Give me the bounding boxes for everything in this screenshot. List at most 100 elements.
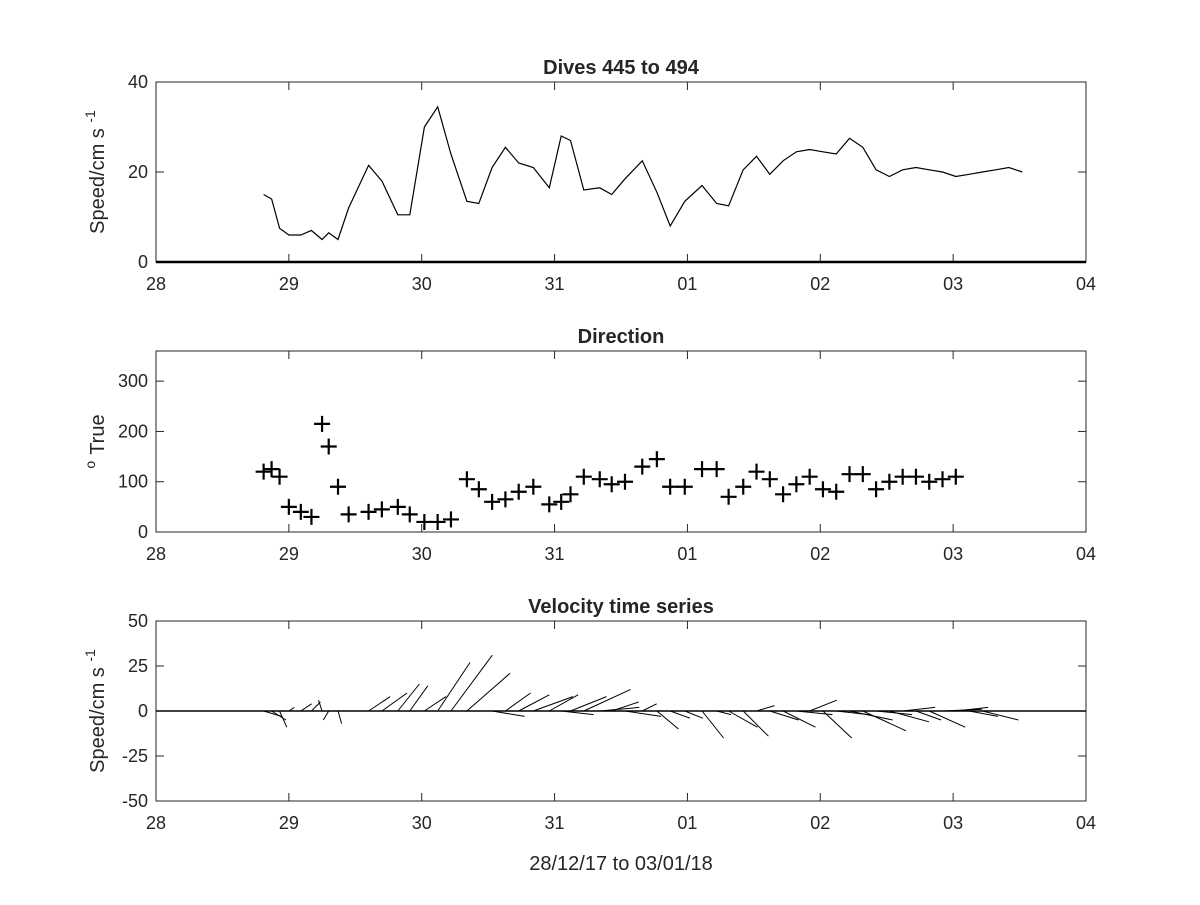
velocity-stick: [982, 710, 1019, 721]
velocity-stick: [368, 696, 391, 712]
direction-point: [907, 468, 924, 485]
y-tick-label: 100: [118, 472, 148, 492]
direction-point: [263, 461, 280, 478]
direction-point: [562, 486, 579, 503]
x-tick-label: 02: [810, 813, 830, 833]
x-tick-label: 31: [545, 813, 565, 833]
y-tick-label: 50: [128, 611, 148, 631]
velocity-stick: [492, 710, 525, 717]
velocity-stick: [701, 710, 724, 739]
x-axis-label: 28/12/17 to 03/01/18: [529, 853, 713, 875]
velocity-stick: [518, 694, 550, 712]
direction-point: [442, 511, 459, 528]
velocity-stick: [684, 710, 703, 719]
direction-point: [340, 506, 357, 523]
velocity-stick: [466, 672, 511, 712]
direction-point: [854, 466, 871, 483]
direction-point: [280, 498, 297, 515]
velocity-stick: [424, 696, 447, 712]
direction-point: [748, 463, 765, 480]
x-tick-label: 30: [412, 813, 432, 833]
y-axis-label-sup: -1: [82, 649, 98, 662]
direction-point: [694, 461, 711, 478]
subplot-title: Direction: [578, 326, 665, 348]
direction-point: [868, 481, 885, 498]
y-axis-label-main: Speed/cm s: [87, 662, 109, 773]
direction-point: [921, 473, 938, 490]
velocity-stick: [397, 683, 420, 712]
subplot-3: Velocity time series 28 29 30 31 01 02 03 04 -50 -…: [82, 596, 1096, 833]
direction-point: [720, 488, 737, 505]
x-tick-label: 28: [146, 544, 166, 564]
x-tick-label: 02: [810, 544, 830, 564]
direction-point: [497, 491, 514, 508]
x-tick-label: 29: [279, 274, 299, 294]
velocity-stick: [300, 703, 312, 712]
velocity-stick: [849, 710, 893, 721]
direction-point: [314, 415, 331, 432]
velocity-stick: [769, 710, 799, 721]
direction-point: [484, 493, 501, 510]
velocity-stick: [549, 694, 579, 712]
y-axis-label-main: True: [87, 414, 109, 454]
y-axis-label-sup: -1: [82, 110, 98, 123]
direction-point: [458, 471, 475, 488]
direction-point: [541, 496, 558, 513]
y-tick-label: 200: [118, 421, 148, 441]
x-tick-label: 29: [279, 544, 299, 564]
direction-point: [255, 463, 272, 480]
direction-point: [389, 498, 406, 515]
direction-point: [801, 468, 818, 485]
y-axis-label-sup: o: [82, 461, 98, 469]
velocity-stick: [756, 705, 775, 712]
velocity-stick: [915, 710, 942, 721]
x-tick-label: 28: [146, 274, 166, 294]
x-tick-label: 30: [412, 274, 432, 294]
velocity-stick: [318, 700, 323, 712]
x-tick-label: 31: [545, 544, 565, 564]
direction-point: [947, 468, 964, 485]
direction-point: [591, 471, 608, 488]
subplot-1: Dives 445 to 494 28 29 30 31 01 02 03 04 0 20 40 Spe…: [82, 57, 1096, 294]
direction-point: [662, 478, 679, 495]
velocity-stick: [728, 710, 758, 728]
direction-point: [271, 468, 288, 485]
x-tick-label: 31: [545, 274, 565, 294]
x-tick-label: 28: [146, 813, 166, 833]
direction-point: [735, 478, 752, 495]
direction-point: [553, 493, 570, 510]
y-tick-label: -25: [122, 746, 148, 766]
velocity-stick: [437, 662, 471, 712]
velocity-stick: [561, 710, 594, 716]
direction-point: [708, 461, 725, 478]
direction-point: [881, 473, 898, 490]
direction-point: [470, 481, 487, 498]
x-tick-label: 30: [412, 544, 432, 564]
direction-point: [303, 508, 320, 525]
direction-point: [634, 458, 651, 475]
direction-point: [401, 506, 418, 523]
direction-point: [761, 471, 778, 488]
subplot-title: Velocity time series: [528, 596, 714, 618]
velocity-stick: [450, 654, 493, 712]
velocity-stick: [337, 710, 343, 724]
velocity-stick: [955, 706, 989, 712]
direction-point: [525, 478, 542, 495]
y-tick-label: 300: [118, 371, 148, 391]
y-tick-label: 20: [128, 162, 148, 182]
direction-point: [575, 468, 592, 485]
velocity-stick: [862, 710, 907, 732]
velocity-stick: [968, 710, 998, 717]
velocity-stick: [716, 710, 732, 716]
y-tick-label: 0: [138, 252, 148, 272]
direction-point: [814, 481, 831, 498]
velocity-stick: [902, 706, 936, 712]
x-tick-label: 01: [677, 544, 697, 564]
x-tick-label: 03: [943, 813, 963, 833]
velocity-stick: [642, 703, 657, 712]
y-tick-label: 0: [138, 701, 148, 721]
y-tick-label: 25: [128, 656, 148, 676]
velocity-stick: [311, 701, 321, 712]
